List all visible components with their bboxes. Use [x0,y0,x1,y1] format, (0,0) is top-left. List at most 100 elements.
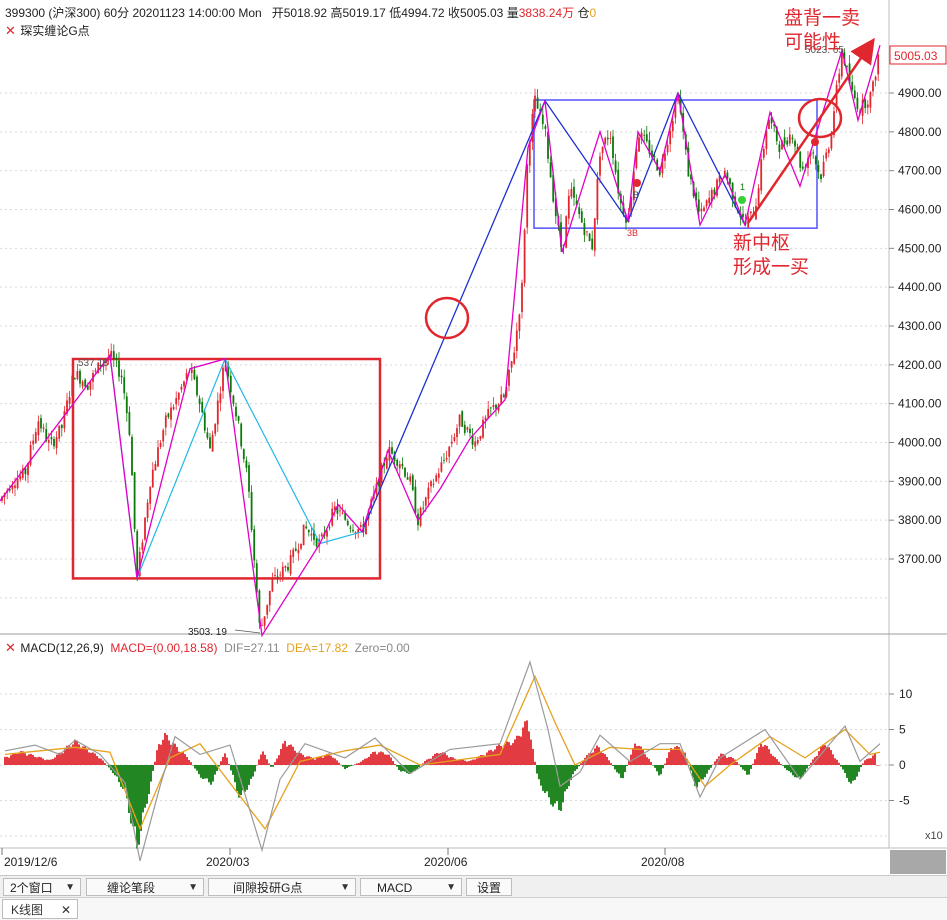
windows-dropdown[interactable]: 2个窗口 ▼ [3,878,81,896]
macd-bar [710,765,712,768]
macd-bar [150,765,152,782]
candle-body [476,440,479,444]
candle-body [515,330,518,351]
main-chart[interactable]: 3700.00 3800.00 3900.00 4000.00 4100.00 4200.… [0,0,947,875]
macd-bar [394,764,396,765]
macd-bar [870,758,872,765]
macd-bar [690,765,692,771]
candle-body [596,178,599,220]
mark-1: 1 [740,182,745,192]
macd-bar [634,743,636,765]
macd-bar [246,765,248,790]
macd-bar [648,758,650,765]
macd-bar [318,756,320,765]
candle-body [588,233,591,241]
macd-bar [620,765,622,778]
macd-bar [872,755,874,765]
macd-bar [808,765,810,766]
high-price-label: 5023. 65 [805,45,844,56]
candle-body [268,590,271,606]
macd-bar [614,765,616,770]
macd-bar [96,755,98,765]
candle-body [877,54,880,75]
low-label: 低 [389,6,402,20]
chevron-down-icon: ▼ [65,882,75,893]
price-tick-label: 4700.00 [898,164,942,178]
macd-bar [78,744,80,765]
close-icon[interactable]: ✕ [5,23,16,38]
low-value: 4994.72 [401,6,445,20]
macd-bar [372,751,374,765]
scroll-thumb[interactable] [890,850,946,874]
candle-body [14,485,16,488]
candle-body [258,590,261,623]
macd-bar [862,763,864,765]
macd-dropdown[interactable]: MACD ▼ [360,878,462,896]
candle-body [674,102,677,118]
macd-bar [374,751,376,765]
time-tick-label: 2020/03 [206,855,250,869]
macd-bar [520,736,522,765]
candle-body [8,489,11,491]
macd-bar [720,753,722,765]
close-icon[interactable]: ✕ [60,903,71,917]
macd-bar [626,765,628,766]
candle-body [110,351,113,357]
macd-bar [818,751,820,765]
macd-bar [390,757,392,765]
current-price-badge [889,45,947,65]
macd-bar [234,765,236,783]
macd-bar [302,754,304,765]
candle-body [617,169,620,194]
candle-body [718,175,721,182]
candle-body [606,137,609,140]
strokes-dropdown[interactable]: 缠论笔段 ▼ [86,878,204,896]
macd-bar [84,746,86,765]
macd-bar [832,754,834,765]
macd-bar [642,749,644,765]
candle-body [630,196,633,215]
macd-bar [442,752,444,765]
candle-body [518,314,521,332]
macd-bar [30,753,32,765]
macd-bar [580,763,582,765]
candle-body [411,475,414,490]
macd-bar [312,758,314,765]
macd-bar [616,765,618,773]
macd-bar [860,765,862,768]
candle-body [240,423,243,447]
macd-bar [798,765,800,777]
macd-bar [778,761,780,765]
macd-bar [316,758,318,765]
macd-bar [388,754,390,765]
candle-body [94,370,97,372]
candle-body [138,552,141,577]
macd-bar [314,759,316,765]
macd-bar [578,765,580,767]
macd-bar [56,754,58,765]
candle-body [365,520,367,535]
macd-bar [248,765,250,785]
candle-body [357,529,360,534]
macd-bar [124,765,126,788]
macd-bar [582,761,584,765]
close-icon[interactable]: ✕ [5,640,16,655]
candle-body [133,472,136,529]
candle-body [474,441,477,447]
candle-body [528,141,531,166]
macd-bar [644,754,646,765]
macd-bar [82,746,84,765]
candle-body [700,208,703,212]
gpoint-dropdown[interactable]: 间隙投研G点 ▼ [208,878,356,896]
volume-value: 3838.24万 [518,6,575,20]
candle-body [274,575,276,576]
macd-bar [44,760,46,765]
settings-button[interactable]: 设置 [466,878,512,896]
candle-body [523,230,526,284]
macd-bar [410,765,412,774]
macd-bar [484,755,486,765]
tab-kline[interactable]: K线图 ✕ [2,899,78,919]
position-label: 仓 [577,6,590,20]
macd-bar [440,753,442,765]
macd-bar [20,751,22,765]
